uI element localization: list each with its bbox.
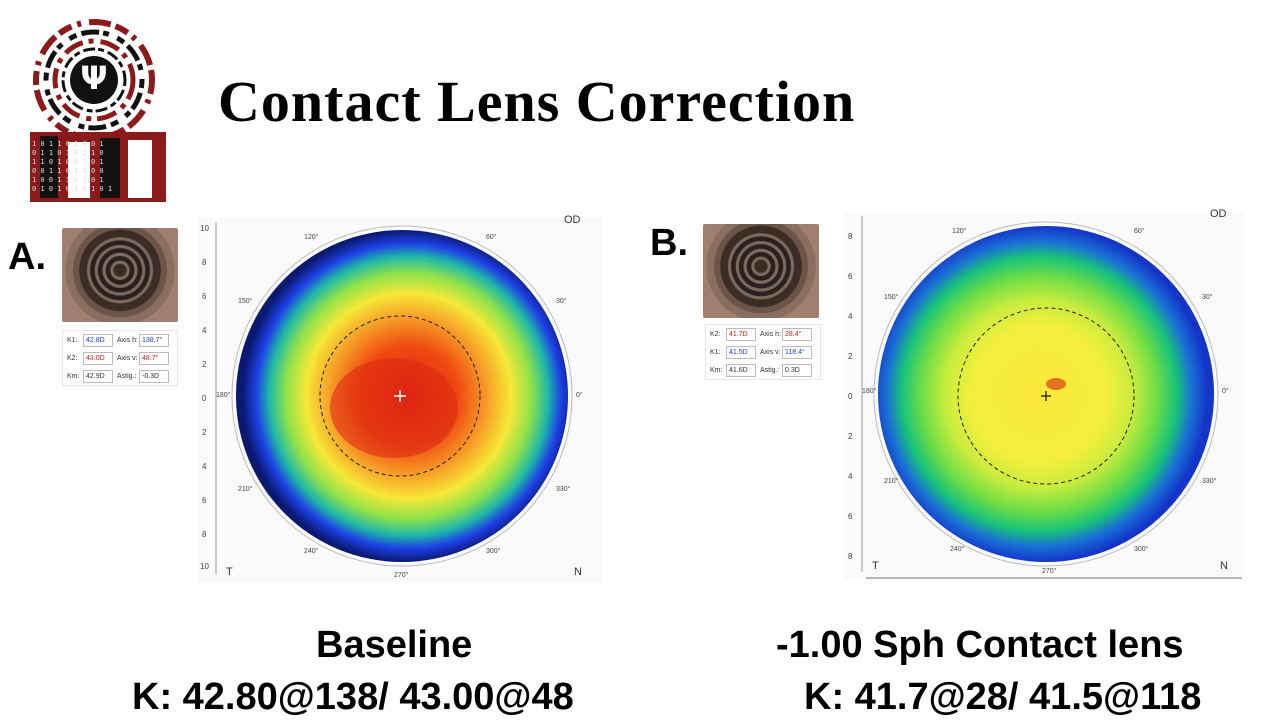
map-nasal-label: N [574, 566, 582, 578]
angle-label: 0° [1222, 388, 1229, 395]
logo-trident-icon: Ψ [80, 59, 108, 97]
k-row: Km: 42.9D Astig.: -0.3D [63, 367, 177, 385]
y-tick: 6 [202, 496, 207, 505]
map-eye-label: OD [564, 214, 581, 226]
k-value: 41.7D [726, 327, 756, 341]
panel-a-eye-photo [62, 228, 178, 322]
y-tick: 0 [848, 392, 853, 401]
axis-value: 48.7° [139, 351, 169, 365]
k-row: K2: 41.7D Axis h: 28.4° [706, 325, 820, 343]
angle-label: 270° [394, 572, 409, 579]
y-tick: 2 [848, 432, 853, 441]
k-row: K1: 42.8D Axis h: 138.7° [63, 331, 177, 349]
angle-label: 120° [304, 234, 319, 241]
astig-value: -0.3D [139, 369, 169, 383]
panel-a-caption-title: Baseline [316, 624, 473, 666]
y-tick: 0 [202, 394, 207, 403]
angle-label: 210° [884, 478, 899, 485]
y-tick: 10 [200, 224, 209, 233]
axis-value: 118.4° [782, 345, 812, 359]
panel-b-eye-photo [703, 224, 819, 318]
angle-label: 300° [486, 548, 501, 555]
y-tick: 6 [202, 292, 207, 301]
k-value: 42.8D [83, 333, 113, 347]
y-tick: 8 [202, 530, 207, 539]
y-tick: 6 [848, 272, 853, 281]
panel-a-k-table: K1: 42.8D Axis h: 138.7° K2: 43.0D Axis … [62, 330, 178, 386]
y-tick: 4 [848, 312, 853, 321]
k-value: 41.5D [726, 345, 756, 359]
k-value: 42.9D [83, 369, 113, 383]
angle-label: 120° [952, 228, 967, 235]
map-temporal-label: T [226, 566, 233, 578]
angle-label: 300° [1134, 546, 1149, 553]
y-tick: 2 [202, 360, 207, 369]
panel-a-caption-k: K: 42.80@138/ 43.00@48 [132, 676, 574, 718]
y-tick: 8 [848, 232, 853, 241]
angle-label: 270° [1042, 568, 1057, 575]
angle-label: 150° [238, 298, 253, 305]
y-tick: 2 [848, 352, 853, 361]
y-tick: 4 [848, 472, 853, 481]
k-row: Km: 41.6D Astig.: 0.3D [706, 361, 820, 379]
panel-b-caption-k: K: 41.7@28/ 41.5@118 [804, 676, 1202, 718]
angle-label: 30° [556, 298, 567, 305]
map-eye-label: OD [1210, 208, 1227, 220]
astig-value: 0.3D [782, 363, 812, 377]
logo-graphic [30, 19, 166, 202]
panel-b-map-graphic [861, 216, 1242, 579]
k-value: 41.6D [726, 363, 756, 377]
k-row: K2: 43.0D Axis v: 48.7° [63, 349, 177, 367]
panel-b-topography-map: OD T N 8 6 4 2 0 2 4 6 8 120° 60° 150° 3… [844, 208, 1244, 580]
axis-value: 138.7° [139, 333, 169, 347]
y-tick: 2 [202, 428, 207, 437]
angle-label: 210° [238, 486, 253, 493]
y-tick: 4 [202, 326, 207, 335]
angle-label: 60° [1134, 228, 1145, 235]
panel-a-map-graphic [215, 222, 573, 574]
y-tick: 8 [848, 552, 853, 561]
map-nasal-label: N [1220, 560, 1228, 572]
angle-label: 180° [862, 388, 877, 395]
panel-a-topography-map: OD T N 10 8 6 4 2 0 2 4 6 8 10 120° 60° … [198, 214, 602, 582]
axis-value: 28.4° [782, 327, 812, 341]
angle-label: 240° [304, 548, 319, 555]
angle-label: 330° [1202, 478, 1217, 485]
panel-b-caption-title: -1.00 Sph Contact lens [776, 624, 1184, 666]
k-row: K1: 41.5D Axis v: 118.4° [706, 343, 820, 361]
y-tick: 10 [200, 562, 209, 571]
slide-title: Contact Lens Correction [218, 69, 856, 134]
panel-b-k-table: K2: 41.7D Axis h: 28.4° K1: 41.5D Axis v… [705, 324, 821, 380]
k-value: 43.0D [83, 351, 113, 365]
panel-a-letter: A. [8, 236, 46, 278]
angle-label: 150° [884, 294, 899, 301]
panel-b-letter: B. [650, 222, 688, 264]
angle-label: 240° [950, 546, 965, 553]
angle-label: 60° [486, 234, 497, 241]
y-tick: 6 [848, 512, 853, 521]
y-tick: 4 [202, 462, 207, 471]
angle-label: 330° [556, 486, 571, 493]
angle-label: 180° [216, 392, 231, 399]
angle-label: 0° [576, 392, 583, 399]
map-temporal-label: T [872, 560, 879, 572]
angle-label: 30° [1202, 294, 1213, 301]
y-tick: 8 [202, 258, 207, 267]
